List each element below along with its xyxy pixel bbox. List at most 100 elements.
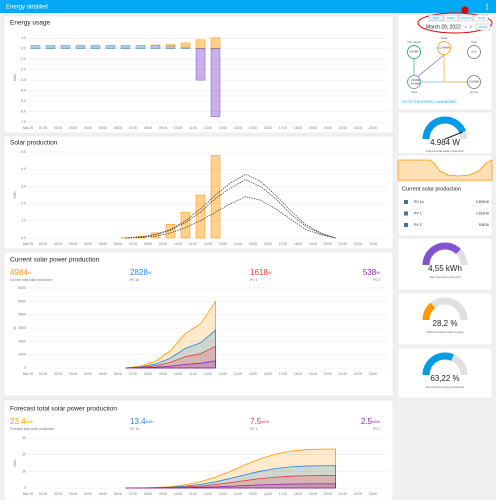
- x-tick-label: 06:00: [114, 242, 122, 246]
- card-title: Solar production: [10, 140, 58, 147]
- y-tick-label: 0: [24, 486, 26, 490]
- y-tick-label: 1.0: [21, 219, 26, 223]
- y-tick-label: 5000: [18, 299, 26, 303]
- gauge-value: 63,22 %: [430, 374, 459, 383]
- flow-line: [415, 54, 445, 79]
- x-tick-label: 01:00: [39, 242, 47, 246]
- x-tick-label: 10:00: [174, 372, 182, 376]
- stat-value: 4984W: [10, 268, 32, 277]
- x-tick-label: 07:00: [129, 372, 137, 376]
- row-icon: [404, 211, 408, 216]
- node-label: Solar: [440, 36, 447, 40]
- card: [3, 399, 394, 500]
- x-tick-label: 09:00: [159, 372, 167, 376]
- x-tick-label: 05:00: [99, 492, 107, 496]
- x-tick-label: 11:00: [189, 492, 197, 496]
- x-tick-label: 02:00: [54, 372, 62, 376]
- x-tick-label: 13:00: [219, 492, 227, 496]
- x-tick-label: 15:00: [249, 492, 257, 496]
- gauge-label: Net returned to the grid: [430, 275, 461, 279]
- x-tick-label: 21:00: [339, 492, 347, 496]
- period-button[interactable]: [428, 14, 444, 22]
- x-tick-label: 06:00: [114, 372, 122, 376]
- x-tick-label: 18:00: [294, 492, 302, 496]
- x-tick-label: 15:00: [249, 242, 257, 246]
- date: March 29, 2022: [426, 24, 461, 30]
- x-tick-label: 08:00: [144, 492, 152, 496]
- period-button[interactable]: [443, 14, 459, 22]
- x-tick-label: 17:00: [279, 126, 287, 130]
- annotation-ellipse: [417, 12, 493, 34]
- y-tick-label: 6000: [18, 286, 26, 290]
- row-icon: [404, 200, 408, 204]
- today-button[interactable]: [475, 23, 491, 31]
- y-tick-label: 3000: [18, 326, 26, 330]
- bar: [180, 211, 191, 239]
- stat-label: PV 2: [373, 278, 380, 282]
- x-tick-label: 01:00: [39, 492, 47, 496]
- x-tick-label: 07:00: [129, 242, 137, 246]
- x-tick-label: 21:00: [339, 242, 347, 246]
- y-tick-label: -4.0: [20, 89, 26, 93]
- stat-unit: kWh: [261, 419, 269, 424]
- y-tick-label: -5.0: [20, 99, 26, 103]
- x-tick-label: 07:00: [129, 126, 137, 130]
- node: [437, 41, 451, 55]
- stat-unit: W: [148, 270, 152, 275]
- bar: [195, 194, 206, 239]
- bar: [165, 44, 176, 47]
- stat-number: 1618: [250, 268, 268, 277]
- menu-button[interactable]: [486, 3, 488, 10]
- x-tick-label: 23:00: [369, 242, 377, 246]
- x-tick-label: 19:00: [309, 126, 317, 130]
- stat-value: 13.4kWh: [130, 417, 154, 426]
- stat-value: 2.5kWh: [361, 417, 380, 426]
- x-tick-label: 16:00: [264, 372, 272, 376]
- x-tick-label: 21:00: [339, 126, 347, 130]
- node-value: → 4.6 kWh: [408, 82, 421, 85]
- x-tick-label: 20:00: [324, 126, 332, 130]
- stat-unit: W: [268, 270, 272, 275]
- x-tick-label: 05:00: [99, 242, 107, 246]
- x-tick-label: 16:00: [264, 126, 272, 130]
- next-button[interactable]: ›: [470, 24, 472, 30]
- stat-unit: W: [376, 270, 380, 275]
- bar: [210, 48, 221, 118]
- y-tick-label: -3.0: [20, 78, 26, 82]
- card: [3, 251, 394, 397]
- x-tick-label: 02:00: [54, 126, 62, 130]
- card-title: Current solar power production: [10, 257, 100, 264]
- period-button[interactable]: [473, 14, 489, 22]
- dot: [486, 6, 488, 8]
- x-tick-label: 10:00: [174, 492, 182, 496]
- card-title: Current solar production: [402, 186, 461, 192]
- gauge-value: 4,55 kWh: [428, 264, 462, 273]
- stat-number: 538: [363, 268, 377, 277]
- node: [467, 45, 481, 59]
- x-tick-label: Mar 29: [23, 242, 33, 246]
- y-tick-label: -6.0: [20, 109, 26, 113]
- y-axis-title: kWh: [13, 74, 17, 81]
- x-tick-label: 11:00: [189, 242, 197, 246]
- dashboard-link[interactable]: GO TO THE ENERGY DASHBOARD: [402, 100, 457, 104]
- y-axis-title: W: [13, 326, 17, 330]
- stat-value: 538W: [363, 268, 380, 277]
- stat-number: 13.4: [130, 417, 146, 426]
- y-tick-label: 2.0: [21, 202, 26, 206]
- x-tick-label: Mar 29: [23, 372, 33, 376]
- x-tick-label: 10:00: [174, 126, 182, 130]
- x-tick-label: 20:00: [324, 492, 332, 496]
- x-tick-label: 08:00: [144, 242, 152, 246]
- x-tick-label: 09:00: [159, 126, 167, 130]
- prev-button[interactable]: ‹: [465, 24, 467, 30]
- x-tick-label: 14:00: [234, 242, 242, 246]
- x-tick-label: 13:00: [219, 126, 227, 130]
- period-button[interactable]: [458, 14, 474, 22]
- dot: [486, 3, 488, 6]
- node-value: ← 2.8 kWh: [408, 79, 421, 82]
- row-name: PV 2: [414, 223, 422, 227]
- bar: [75, 45, 86, 49]
- y-tick-label: 0.0: [21, 47, 26, 51]
- bar: [60, 45, 71, 49]
